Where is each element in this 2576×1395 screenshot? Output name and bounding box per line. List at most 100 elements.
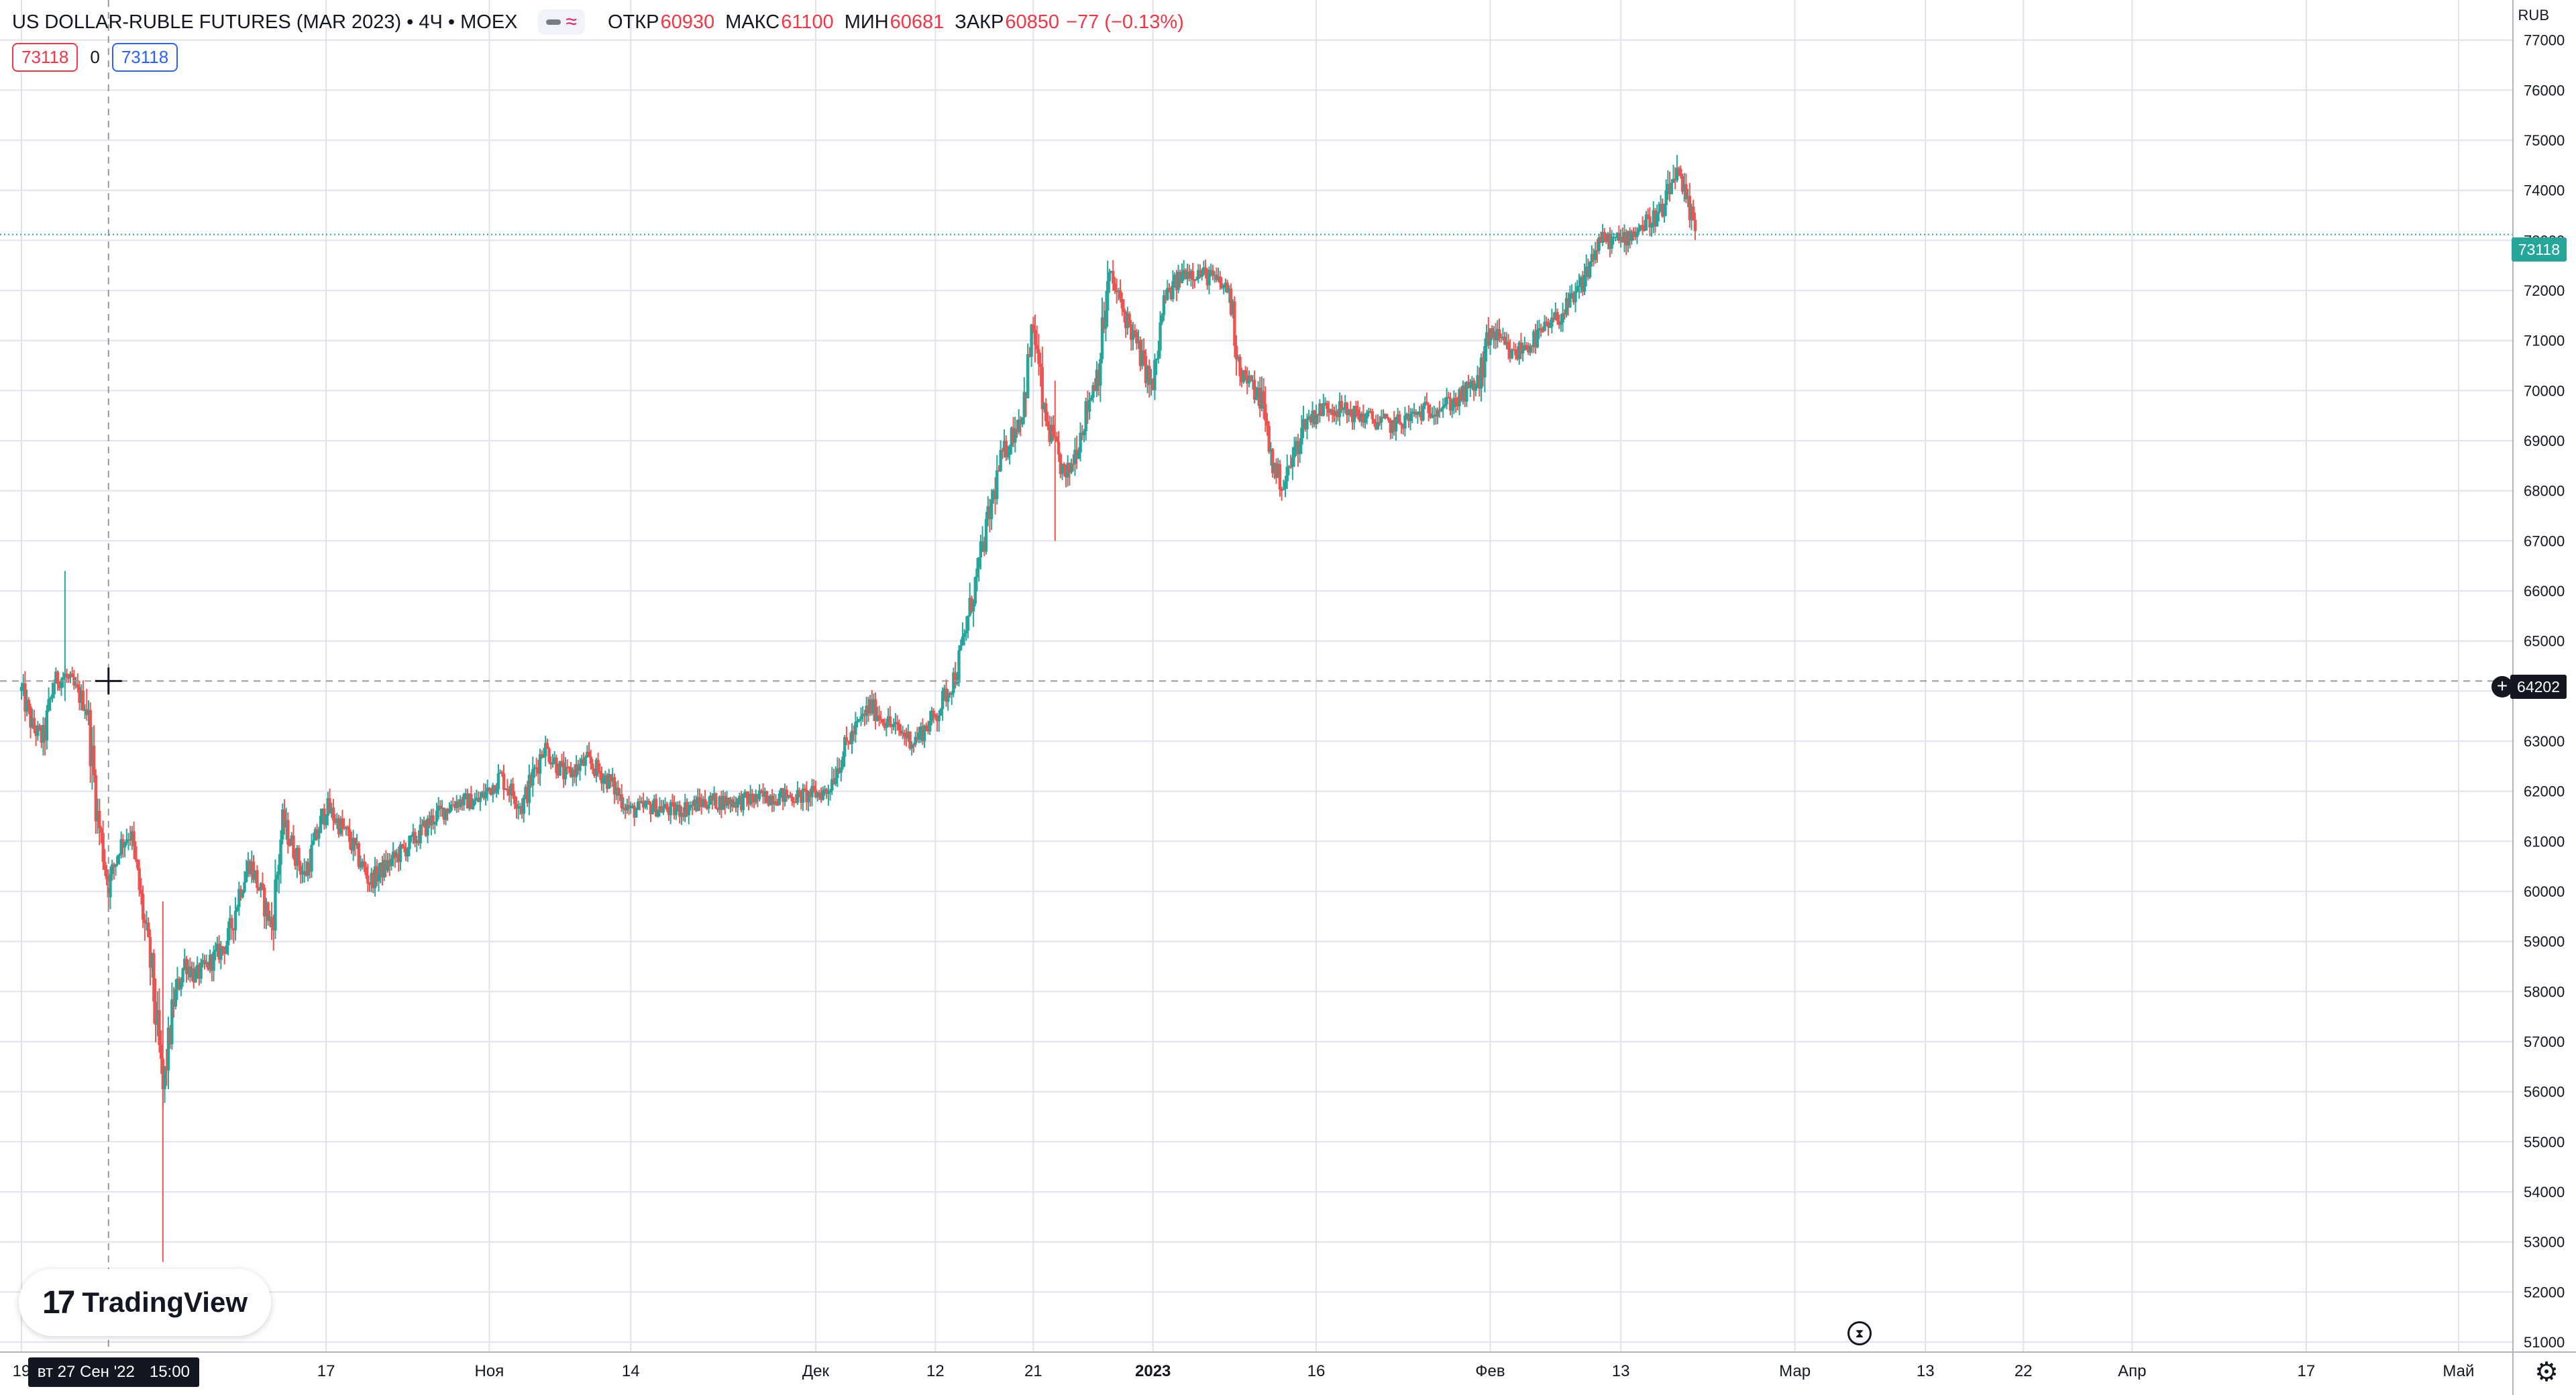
candle-body (910, 744, 914, 749)
candle-body (1216, 276, 1220, 280)
candle-body (500, 772, 504, 774)
spread-value: 0 (90, 47, 100, 67)
candle-body (676, 804, 680, 810)
candle-body (1492, 331, 1496, 338)
candle-body (558, 761, 562, 776)
candle-body (959, 645, 963, 651)
candle-body (1202, 267, 1205, 275)
candle-body (1631, 231, 1635, 235)
candle-body (1448, 398, 1452, 411)
candle-body (195, 964, 199, 971)
candle-body (377, 873, 380, 882)
candle-body (259, 883, 263, 891)
candle-body (659, 806, 663, 813)
candle-body (1677, 168, 1680, 170)
candle-body (653, 798, 656, 809)
candle-body (517, 806, 520, 809)
candle-body (484, 791, 488, 799)
candle-body (1332, 414, 1336, 416)
candle-body (625, 805, 629, 811)
candle-body (127, 839, 130, 841)
candle-body (1285, 467, 1289, 482)
candle-body (179, 982, 183, 990)
candle-body (1051, 425, 1055, 437)
candle-body (1338, 400, 1342, 417)
candle-body (892, 724, 896, 727)
time-tick-label: Фев (1475, 1362, 1505, 1380)
hide-icon[interactable] (545, 19, 561, 25)
candle-body (368, 883, 372, 885)
candle-body (52, 683, 56, 695)
candle-body (1605, 237, 1608, 242)
candle-body (1327, 408, 1331, 413)
candle-body (1550, 317, 1554, 327)
candle-body (1668, 184, 1672, 194)
candle-body (1071, 463, 1075, 465)
candle-body (1262, 391, 1265, 404)
candle-body (1069, 463, 1073, 473)
candle-body (1594, 250, 1597, 260)
candle-body (600, 773, 604, 784)
candle-body (747, 798, 751, 805)
candle-body (916, 736, 919, 740)
candle-body (282, 810, 286, 828)
candle-body (712, 793, 716, 801)
candle-body (306, 862, 310, 876)
candle-body (1082, 431, 1086, 436)
candle-body (1517, 342, 1521, 359)
legend-visibility-toggle[interactable]: ≈ (537, 9, 585, 35)
candle-body (1554, 312, 1557, 320)
candle-body (1419, 411, 1423, 421)
candle-body (397, 853, 400, 862)
candle-body (32, 718, 36, 730)
candle-body (1483, 346, 1487, 378)
tradingview-logo[interactable]: 17 TradingView (19, 1269, 271, 1336)
candle-body (1215, 274, 1218, 280)
candle-body (921, 726, 924, 742)
replay-icon[interactable]: ⧗ (1847, 1321, 1872, 1345)
candle-body (816, 792, 819, 797)
candle-body (1398, 414, 1401, 424)
candle-body (350, 842, 354, 851)
candle-body (973, 577, 977, 604)
candle-body (716, 808, 720, 810)
candle-body (754, 793, 757, 803)
currency-unit-label[interactable]: RUB (2518, 7, 2549, 23)
candle-body (303, 871, 306, 873)
candle-body (355, 843, 359, 846)
candle-body (538, 754, 542, 774)
candle-body (141, 893, 145, 920)
plus-circle-icon[interactable]: + (2491, 676, 2513, 698)
candle-body (1532, 331, 1536, 347)
candle-body (1680, 176, 1684, 192)
candle-body (770, 795, 774, 805)
indicator-wave-icon[interactable]: ≈ (566, 11, 577, 33)
candle-body (243, 882, 246, 892)
candle-body (266, 902, 270, 922)
buy-price-pill[interactable]: 73118 (111, 43, 178, 72)
candle-body (687, 807, 690, 816)
candle-body (1417, 411, 1421, 413)
candle-body (592, 769, 596, 776)
candle-body (912, 744, 916, 746)
time-tick-label: 16 (1307, 1362, 1326, 1380)
candle-body (1362, 413, 1365, 423)
gear-icon[interactable]: ⚙ (2534, 1357, 2559, 1387)
tradingview-wordmark: TradingView (82, 1286, 248, 1318)
sell-price-pill[interactable]: 73118 (12, 43, 78, 72)
candle-body (1191, 270, 1195, 280)
candle-body (917, 732, 921, 740)
candle-body (1311, 410, 1314, 423)
candle-body (1686, 196, 1690, 200)
candle-body (578, 763, 582, 771)
candle-body (498, 772, 502, 774)
candle-body (311, 840, 315, 845)
candle-body (207, 962, 210, 970)
candle-body (286, 820, 290, 845)
symbol-title[interactable]: US DOLLAR-RUBLE FUTURES (MAR 2023) • 4Ч … (12, 11, 518, 33)
candle-body (1300, 427, 1303, 445)
candle-body (994, 490, 997, 500)
candle-body (1429, 413, 1432, 418)
candle-body (1077, 452, 1081, 459)
